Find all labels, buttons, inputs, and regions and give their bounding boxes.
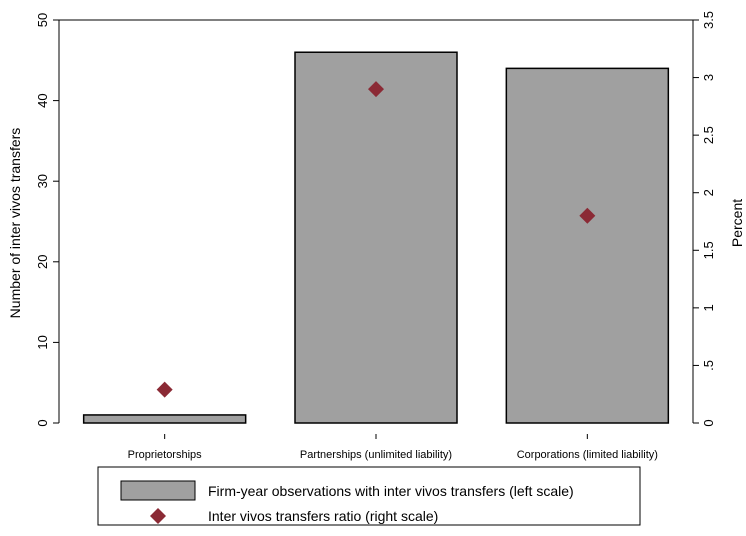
right-tick-label: 0 [701,419,716,426]
right-tick-label: 2 [701,189,716,196]
x-tick-label: Proprietorships [128,449,202,461]
right-axis-title: Percent [729,199,745,247]
right-tick-label: 3 [701,74,716,81]
x-tick-label: Partnerships (unlimited liability) [300,449,452,461]
left-tick-label: 10 [35,335,50,349]
left-tick-label: 30 [35,174,50,188]
left-axis: 0 10 20 30 40 50 [35,13,59,427]
right-axis: 0 .5 1 1.5 2 2.5 3 3.5 [693,11,716,427]
right-tick-label: .5 [701,360,716,371]
left-tick-label: 50 [35,13,50,27]
legend-diamond-swatch [150,508,166,524]
x-tick-label: Corporations (limited liability) [517,449,658,461]
left-tick-label: 40 [35,93,50,107]
legend-bar-label: Firm-year observations with inter vivos … [208,483,574,499]
bar [294,51,458,424]
bar [505,67,670,424]
left-tick-label: 0 [35,419,50,426]
legend: Firm-year observations with inter vivos … [97,466,641,526]
plot-frame [58,19,694,423]
left-tick-label: 20 [35,255,50,269]
right-tick-label: 1.5 [701,241,716,259]
bars [82,51,670,424]
right-tick-label: 3.5 [701,11,716,29]
markers [156,81,596,398]
legend-bar-swatch [120,480,196,501]
bar [82,414,247,424]
ratio-marker [579,207,596,224]
ratio-marker [156,381,173,398]
right-tick-label: 2.5 [701,126,716,144]
ratio-marker [368,81,384,98]
left-axis-title: Number of inter vivos transfers [7,128,23,319]
legend-marker-label: Inter vivos transfers ratio (right scale… [208,508,438,524]
x-axis: Proprietorships Partnerships (unlimited l… [128,434,658,461]
right-tick-label: 1 [701,304,716,311]
